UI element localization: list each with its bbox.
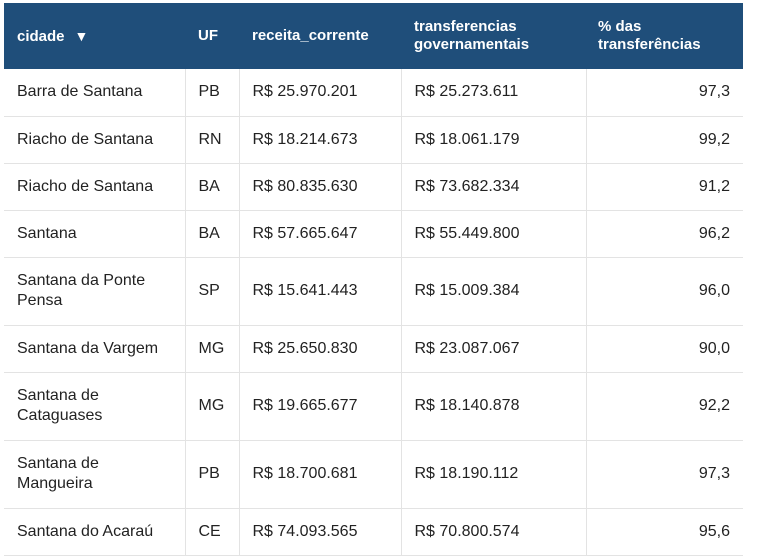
table-row: Santana BA R$ 57.665.647 R$ 55.449.800 96,2	[4, 210, 743, 258]
header-label: % das transferências	[598, 18, 701, 53]
table-row: Santana de Mangueira PB R$ 18.700.681 R$ 18…	[4, 440, 743, 509]
header-percent-transferencias[interactable]: % das transferências	[586, 3, 743, 69]
table-row: Riacho de Santana BA R$ 80.835.630 R$ 73.68…	[4, 163, 743, 211]
cell-percent: 92,2	[586, 372, 743, 441]
cell-transferencias: R$ 55.449.800	[401, 210, 587, 258]
cell-percent: 97,3	[586, 69, 743, 117]
cell-cidade: Barra de Santana	[4, 69, 186, 117]
cell-uf: RN	[185, 116, 240, 164]
cell-transferencias: R$ 15.009.384	[401, 257, 587, 326]
cell-cidade: Riacho de Santana	[4, 116, 186, 164]
table-row: Riacho de Santana RN R$ 18.214.673 R$ 18.06…	[4, 116, 743, 164]
cell-uf: MG	[185, 325, 240, 373]
table-row: Santana da Ponte Pensa SP R$ 15.641.443 R$ …	[4, 257, 743, 326]
cell-cidade: Riacho de Santana	[4, 163, 186, 211]
table-row: Santana do Acaraú CE R$ 74.093.565 R$ 70.80…	[4, 508, 743, 556]
cell-uf: BA	[185, 210, 240, 258]
table-row: Barra de Santana PB R$ 25.970.201 R$ 25.273…	[4, 69, 743, 117]
table-row: Santana de Cataguases MG R$ 19.665.677 R$ 1…	[4, 372, 743, 441]
cell-receita-corrente: R$ 18.700.681	[239, 440, 402, 509]
sort-down-icon[interactable]: ▼	[74, 27, 89, 44]
cell-transferencias: R$ 23.087.067	[401, 325, 587, 373]
cell-percent: 91,2	[586, 163, 743, 211]
cell-transferencias: R$ 18.190.112	[401, 440, 587, 509]
cell-cidade: Santana da Ponte Pensa	[4, 257, 186, 326]
cell-receita-corrente: R$ 15.641.443	[239, 257, 402, 326]
cell-uf: PB	[185, 69, 240, 117]
header-label: receita_corrente	[252, 27, 369, 44]
cell-transferencias: R$ 18.061.179	[401, 116, 587, 164]
cell-percent: 96,0	[586, 257, 743, 326]
cell-cidade: Santana do Acaraú	[4, 508, 186, 556]
municipal-transfers-table: cidade ▼ UF receita_corrente transferenci…	[4, 3, 743, 556]
data-table-container: cidade ▼ UF receita_corrente transferenci…	[4, 3, 743, 556]
cell-transferencias: R$ 73.682.334	[401, 163, 587, 211]
cell-cidade: Santana	[4, 210, 186, 258]
header-transferencias[interactable]: transferencias governamentais	[401, 3, 586, 69]
header-uf[interactable]: UF	[185, 3, 239, 69]
cell-receita-corrente: R$ 25.970.201	[239, 69, 402, 117]
cell-receita-corrente: R$ 57.665.647	[239, 210, 402, 258]
cell-receita-corrente: R$ 80.835.630	[239, 163, 402, 211]
cell-uf: MG	[185, 372, 240, 441]
cell-uf: SP	[185, 257, 240, 326]
cell-uf: CE	[185, 508, 240, 556]
table-row: Santana da Vargem MG R$ 25.650.830 R$ 23.08…	[4, 325, 743, 373]
cell-cidade: Santana de Cataguases	[4, 372, 186, 441]
header-label: UF	[198, 27, 218, 44]
cell-receita-corrente: R$ 74.093.565	[239, 508, 402, 556]
cell-receita-corrente: R$ 25.650.830	[239, 325, 402, 373]
cell-transferencias: R$ 70.800.574	[401, 508, 587, 556]
cell-percent: 90,0	[586, 325, 743, 373]
cell-percent: 99,2	[586, 116, 743, 164]
header-cidade[interactable]: cidade ▼	[4, 3, 185, 69]
cell-transferencias: R$ 18.140.878	[401, 372, 587, 441]
cell-cidade: Santana de Mangueira	[4, 440, 186, 509]
header-label: cidade	[17, 27, 65, 45]
cell-receita-corrente: R$ 18.214.673	[239, 116, 402, 164]
cell-uf: BA	[185, 163, 240, 211]
table-body: Barra de Santana PB R$ 25.970.201 R$ 25.273…	[4, 69, 743, 556]
header-label: transferencias governamentais	[414, 18, 530, 53]
cell-cidade: Santana da Vargem	[4, 325, 186, 373]
cell-receita-corrente: R$ 19.665.677	[239, 372, 402, 441]
header-row: cidade ▼ UF receita_corrente transferenci…	[4, 3, 743, 69]
cell-percent: 95,6	[586, 508, 743, 556]
cell-percent: 96,2	[586, 210, 743, 258]
header-receita-corrente[interactable]: receita_corrente	[239, 3, 401, 69]
cell-percent: 97,3	[586, 440, 743, 509]
cell-transferencias: R$ 25.273.611	[401, 69, 587, 117]
cell-uf: PB	[185, 440, 240, 509]
